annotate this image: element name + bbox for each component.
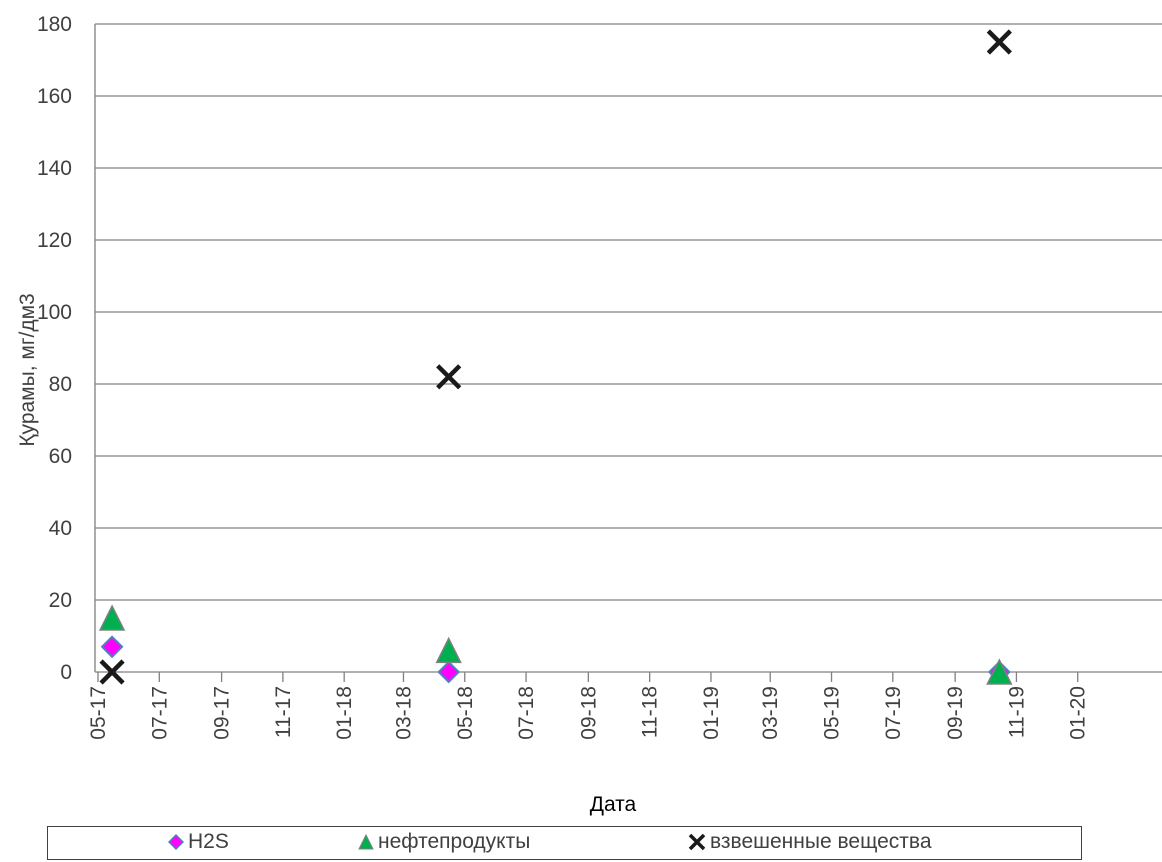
legend: H2S нефтепродукты взвешенные вещества bbox=[47, 826, 1082, 860]
y-tick-label: 180 bbox=[37, 13, 72, 36]
y-axis-title: Қурамы, мг/дм3 bbox=[16, 293, 39, 446]
y-tick-label: 160 bbox=[37, 85, 72, 108]
x-tick-label: 05-17 bbox=[87, 686, 110, 740]
x-tick-label: 07-19 bbox=[882, 686, 905, 740]
x-tick-label: 05-18 bbox=[454, 686, 477, 740]
y-tick-label: 120 bbox=[37, 229, 72, 252]
x-tick-label: 03-19 bbox=[759, 686, 782, 740]
x-tick-label: 01-19 bbox=[700, 686, 723, 740]
y-tick-label: 0 bbox=[60, 661, 72, 684]
x-tick-label: 07-18 bbox=[515, 686, 538, 740]
x-axis-title: Дата bbox=[590, 793, 637, 816]
x-tick-label: 11-19 bbox=[1005, 686, 1028, 738]
data-markers bbox=[100, 31, 1011, 684]
diamond-marker-icon bbox=[168, 834, 184, 850]
x-marker-icon bbox=[688, 833, 706, 851]
x-tick-label: 01-18 bbox=[333, 686, 356, 740]
legend-item-h2s: H2S bbox=[168, 830, 229, 854]
legend-item-oil-products: нефтепродукты bbox=[358, 830, 530, 854]
legend-label: нефтепродукты bbox=[378, 830, 530, 854]
oil-products-point bbox=[100, 606, 124, 630]
legend-label: взвешенные вещества bbox=[710, 830, 932, 854]
axes bbox=[95, 24, 1162, 682]
x-tick-label: 09-18 bbox=[577, 686, 600, 740]
x-tick-label: 11-17 bbox=[272, 686, 295, 738]
y-tick-label: 60 bbox=[49, 445, 72, 468]
tick-labels: 0 20 40 60 80 100 120 140 160 180 05-17 07-17 09-17 1… bbox=[37, 13, 1090, 740]
triangle-marker-icon bbox=[358, 834, 374, 850]
y-tick-label: 40 bbox=[49, 517, 72, 540]
h2s-point bbox=[102, 637, 122, 657]
x-tick-label: 09-17 bbox=[211, 686, 234, 740]
oil-products-point bbox=[437, 638, 461, 662]
y-tick-label: 80 bbox=[49, 373, 72, 396]
y-tick-label: 100 bbox=[37, 301, 72, 324]
h2s-point bbox=[439, 662, 459, 682]
y-tick-label: 140 bbox=[37, 157, 72, 180]
y-tick-label: 20 bbox=[49, 589, 72, 612]
x-tick-label: 05-19 bbox=[821, 686, 844, 740]
legend-item-suspended-solids: взвешенные вещества bbox=[688, 830, 932, 854]
x-tick-label: 07-17 bbox=[148, 686, 171, 740]
x-tick-label: 01-20 bbox=[1067, 686, 1090, 740]
x-tick-label: 09-19 bbox=[944, 686, 967, 740]
x-tick-label: 03-18 bbox=[392, 686, 415, 740]
suspended-solids-point bbox=[988, 31, 1010, 53]
x-tick-label: 11-18 bbox=[639, 686, 662, 738]
grid bbox=[95, 24, 1162, 600]
legend-label: H2S bbox=[188, 830, 229, 854]
